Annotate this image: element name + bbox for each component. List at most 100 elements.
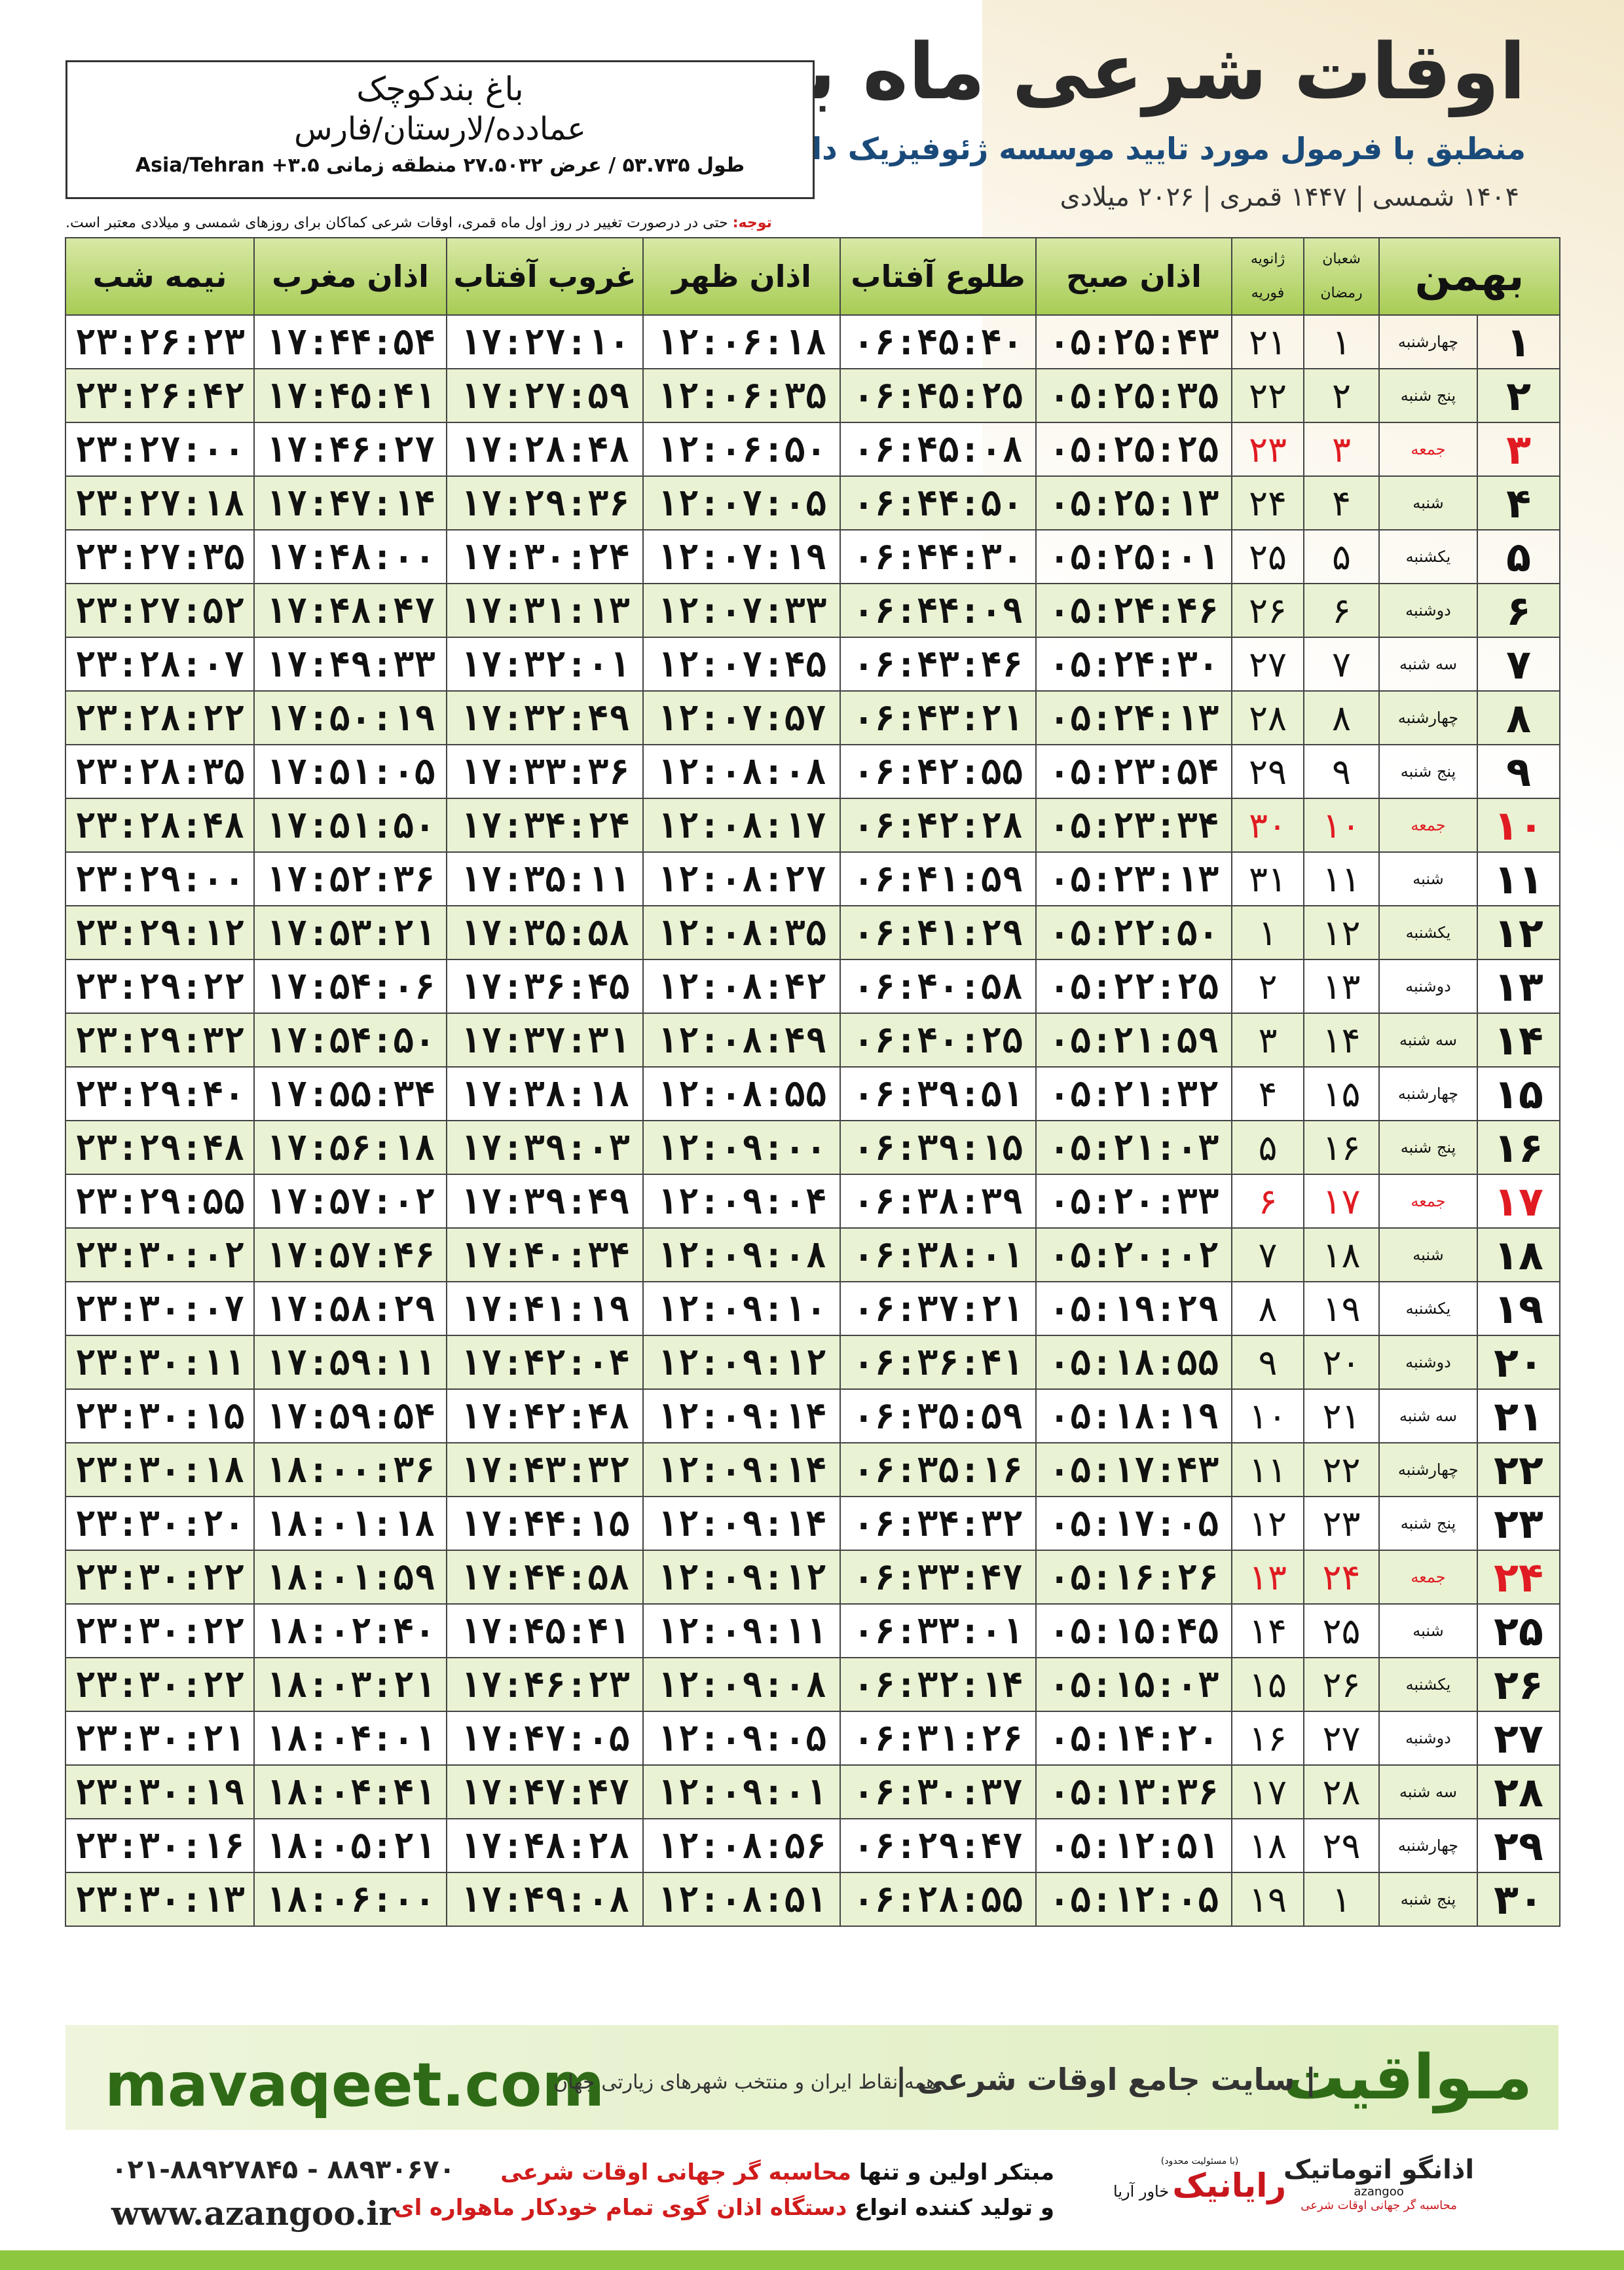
time-cell: ۰۵:۲۲:۵۰ bbox=[1035, 905, 1232, 960]
time-cell: ۱۷:۴۱:۱۹ bbox=[446, 1281, 644, 1336]
website[interactable]: www.azangoo.ir bbox=[111, 2194, 396, 2233]
time-cell: ۰۶:۳۳:۴۷ bbox=[840, 1550, 1037, 1605]
time-cell: ۱۲:۰۸:۵۵ bbox=[642, 1066, 841, 1121]
time-cell: ۱۷:۴۲:۰۴ bbox=[446, 1335, 644, 1390]
weekday: شنبه bbox=[1378, 1227, 1478, 1282]
gregorian-day: ۲۱ bbox=[1231, 314, 1304, 369]
weekday: دوشنبه bbox=[1378, 583, 1478, 638]
table-row: ۱۵ چهارشنبه ۱۵ ۴ ۰۵:۲۱:۳۲ ۰۶:۳۹:۵۱ ۱۲:۰۸:۵۵ ۱۷:… bbox=[65, 1066, 1560, 1121]
weekday: چهارشنبه bbox=[1378, 1066, 1478, 1121]
time-cell: ۰۵:۱۹:۲۹ bbox=[1035, 1281, 1232, 1336]
time-cell: ۱۷:۵۳:۲۱ bbox=[253, 905, 447, 960]
site-url[interactable]: mavaqeet.com bbox=[105, 2050, 605, 2120]
logo-name: رایانیک bbox=[1172, 2167, 1287, 2205]
weekday: دوشنبه bbox=[1378, 959, 1478, 1014]
note-text: حتی در درصورت تغییر در روز اول ماه قمری،… bbox=[65, 215, 728, 231]
lunar-header-line: شعبان bbox=[1322, 251, 1361, 267]
time-cell: ۰۵:۲۴:۳۰ bbox=[1035, 637, 1232, 692]
weekday: شنبه bbox=[1378, 1603, 1478, 1658]
time-cell: ۱۷:۵۴:۰۶ bbox=[253, 959, 447, 1014]
gregorian-day: ۱ bbox=[1231, 905, 1304, 960]
time-cell: ۱۷:۵۱:۵۰ bbox=[253, 798, 447, 853]
time-cell: ۲۳:۳۰:۰۲ bbox=[65, 1227, 255, 1282]
lunar-day: ۱۲ bbox=[1303, 905, 1380, 960]
time-cell: ۲۳:۲۹:۱۲ bbox=[65, 905, 255, 960]
weekday: چهارشنبه bbox=[1378, 1818, 1478, 1873]
lunar-day: ۲۳ bbox=[1303, 1496, 1380, 1551]
time-cell: ۱۷:۲۸:۴۸ bbox=[446, 422, 644, 477]
time-cell: ۰۵:۲۴:۱۳ bbox=[1035, 690, 1232, 745]
time-cell: ۰۵:۱۷:۰۵ bbox=[1035, 1496, 1232, 1551]
time-cell: ۱۷:۵۴:۵۰ bbox=[253, 1013, 447, 1068]
gregorian-day: ۱۲ bbox=[1231, 1496, 1304, 1551]
gregorian-day: ۵ bbox=[1231, 1120, 1304, 1175]
time-cell: ۰۶:۴۳:۲۱ bbox=[840, 690, 1037, 745]
time-cell: ۱۸:۰۳:۲۱ bbox=[253, 1657, 447, 1712]
time-cell: ۲۳:۲۹:۵۵ bbox=[65, 1174, 255, 1229]
promo-highlight: دستگاه اذان گوی تمام خودکار ماهواره ای bbox=[394, 2195, 847, 2221]
time-cell: ۱۲:۰۸:۵۶ bbox=[642, 1818, 841, 1873]
time-cell: ۱۷:۳۱:۱۳ bbox=[446, 583, 644, 638]
lunar-day: ۸ bbox=[1303, 690, 1380, 745]
table-row: ۳ جمعه ۳ ۲۳ ۰۵:۲۵:۲۵ ۰۶:۴۵:۰۸ ۱۲:۰۶:۵۰ ۱۷:۲۸:۴۸… bbox=[65, 422, 1560, 477]
time-cell: ۰۶:۴۵:۲۵ bbox=[840, 368, 1037, 423]
lunar-day: ۵ bbox=[1303, 529, 1380, 584]
logo-caption: محاسبه گر جهانی اوقات شرعی bbox=[1301, 2199, 1457, 2212]
day-number: ۸ bbox=[1477, 690, 1560, 745]
table-row: ۸ چهارشنبه ۸ ۲۸ ۰۵:۲۴:۱۳ ۰۶:۴۳:۲۱ ۱۲:۰۷:۵۷ ۱۷:۳… bbox=[65, 690, 1560, 745]
time-cell: ۱۲:۰۹:۰۸ bbox=[642, 1657, 841, 1712]
time-cell: ۱۷:۴۴:۱۵ bbox=[446, 1496, 644, 1551]
time-cell: ۱۷:۳۲:۴۹ bbox=[446, 690, 644, 745]
footer-band bbox=[65, 2025, 1559, 2130]
time-cell: ۰۶:۳۸:۳۹ bbox=[840, 1174, 1037, 1229]
table-row: ۲۰ دوشنبه ۲۰ ۹ ۰۵:۱۸:۵۵ ۰۶:۳۶:۴۱ ۱۲:۰۹:۱۲ ۱۷:۴۲… bbox=[65, 1335, 1560, 1390]
time-cell: ۰۶:۳۲:۱۴ bbox=[840, 1657, 1037, 1712]
table-row: ۲۳ پنج شنبه ۲۳ ۱۲ ۰۵:۱۷:۰۵ ۰۶:۳۴:۳۲ ۱۲:۰۹:۱۴ ۱۷… bbox=[65, 1496, 1560, 1551]
time-cell: ۱۷:۴۵:۴۱ bbox=[446, 1603, 644, 1658]
time-cell: ۱۷:۴۷:۰۵ bbox=[446, 1711, 644, 1766]
time-cell: ۲۳:۲۶:۲۳ bbox=[65, 314, 255, 369]
weekday: جمعه bbox=[1378, 1550, 1478, 1605]
location-box: باغ بندکوچک عمادده/لارستان/فارس طول ۵۳.۷… bbox=[65, 60, 815, 199]
table-row: ۲۹ چهارشنبه ۲۹ ۱۸ ۰۵:۱۲:۵۱ ۰۶:۲۹:۴۷ ۱۲:۰۸:۵۶ ۱۷… bbox=[65, 1818, 1560, 1873]
lunar-day: ۱۰ bbox=[1303, 798, 1380, 853]
promo-part: مبتکر اولین و تنها bbox=[858, 2159, 1054, 2186]
time-cell: ۱۲:۰۹:۰۸ bbox=[642, 1227, 841, 1282]
time-cell: ۲۳:۲۷:۵۲ bbox=[65, 583, 255, 638]
time-cell: ۰۶:۳۵:۵۹ bbox=[840, 1388, 1037, 1443]
time-cell: ۲۳:۲۷:۰۰ bbox=[65, 422, 255, 477]
table-row: ۲۸ سه شنبه ۲۸ ۱۷ ۰۵:۱۳:۳۶ ۰۶:۳۰:۳۷ ۱۲:۰۹:۰۱ ۱۷:… bbox=[65, 1764, 1560, 1819]
time-cell: ۱۸:۰۲:۴۰ bbox=[253, 1603, 447, 1658]
time-cell: ۰۶:۳۷:۲۱ bbox=[840, 1281, 1037, 1336]
table-row: ۲۶ یکشنبه ۲۶ ۱۵ ۰۵:۱۵:۰۳ ۰۶:۳۲:۱۴ ۱۲:۰۹:۰۸ ۱۷:۴… bbox=[65, 1657, 1560, 1712]
lunar-day: ۲۵ bbox=[1303, 1603, 1380, 1658]
time-cell: ۲۳:۲۹:۰۰ bbox=[65, 851, 255, 906]
brand-name: مـواقیت bbox=[1283, 2042, 1532, 2113]
lunar-day: ۳ bbox=[1303, 422, 1380, 477]
day-number: ۲۴ bbox=[1477, 1550, 1560, 1605]
day-number: ۹ bbox=[1477, 744, 1560, 799]
time-cell: ۰۶:۲۹:۴۷ bbox=[840, 1818, 1037, 1873]
table-row: ۱۸ شنبه ۱۸ ۷ ۰۵:۲۰:۰۲ ۰۶:۳۸:۰۱ ۱۲:۰۹:۰۸ ۱۷:۴۰:۳… bbox=[65, 1227, 1560, 1282]
gregorian-header: ژانویه فوریه bbox=[1231, 237, 1304, 316]
time-cell: ۱۷:۳۶:۴۵ bbox=[446, 959, 644, 1014]
day-number: ۳ bbox=[1477, 422, 1560, 477]
weekday: شنبه bbox=[1378, 851, 1478, 906]
weekday: جمعه bbox=[1378, 422, 1478, 477]
time-cell: ۲۳:۳۰:۲۲ bbox=[65, 1603, 255, 1658]
day-number: ۱۰ bbox=[1477, 798, 1560, 853]
time-cell: ۰۶:۳۸:۰۱ bbox=[840, 1227, 1037, 1282]
time-header: غروب آفتاب bbox=[446, 237, 644, 316]
weekday: یکشنبه bbox=[1378, 1657, 1478, 1712]
time-cell: ۱۷:۵۷:۴۶ bbox=[253, 1227, 447, 1282]
time-cell: ۱۲:۰۹:۰۵ bbox=[642, 1711, 841, 1766]
table-row: ۱۷ جمعه ۱۷ ۶ ۰۵:۲۰:۳۳ ۰۶:۳۸:۳۹ ۱۲:۰۹:۰۴ ۱۷:۳۹:۴… bbox=[65, 1174, 1560, 1229]
lunar-day: ۲۲ bbox=[1303, 1442, 1380, 1497]
time-cell: ۰۶:۳۶:۴۱ bbox=[840, 1335, 1037, 1390]
time-cell: ۱۲:۰۹:۱۴ bbox=[642, 1442, 841, 1497]
time-cell: ۰۵:۲۱:۵۹ bbox=[1035, 1013, 1232, 1068]
table-row: ۱۹ یکشنبه ۱۹ ۸ ۰۵:۱۹:۲۹ ۰۶:۳۷:۲۱ ۱۲:۰۹:۱۰ ۱۷:۴۱… bbox=[65, 1281, 1560, 1336]
time-cell: ۱۲:۰۸:۲۷ bbox=[642, 851, 841, 906]
table-row: ۱۳ دوشنبه ۱۳ ۲ ۰۵:۲۲:۲۵ ۰۶:۴۰:۵۸ ۱۲:۰۸:۴۲ ۱۷:۳۶… bbox=[65, 959, 1560, 1014]
gregorian-day: ۱۴ bbox=[1231, 1603, 1304, 1658]
